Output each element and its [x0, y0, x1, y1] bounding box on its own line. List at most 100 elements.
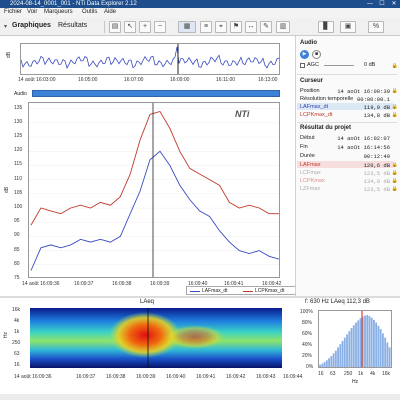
cursor-lcpk-label: LCPKmax_dt	[300, 112, 333, 118]
spectrogram-ytick: 16	[14, 362, 20, 368]
grid-icon[interactable]: ▥	[276, 21, 290, 33]
lock-icon[interactable]: 🔒	[391, 162, 398, 168]
spectrum-bar	[325, 360, 328, 367]
spectrum-bar	[346, 334, 348, 367]
spectrogram-ytick: 63	[14, 351, 20, 357]
toolbar: ▾ Graphiques Résultats ▤ ↖ + − ▦ ≡ ⌖ ⚑ ↔…	[0, 18, 400, 36]
result-row-highlight	[297, 161, 393, 168]
play-icon[interactable]: ▶	[300, 50, 309, 59]
tab-graphiques[interactable]: Graphiques	[12, 22, 51, 29]
menu-fichier[interactable]: Fichier	[4, 9, 23, 15]
zoom-in-icon[interactable]: +	[139, 21, 151, 33]
spectrum-bar	[384, 337, 387, 367]
menu-aide[interactable]: Aide	[104, 9, 117, 15]
spectrum-ytick: 20%	[302, 353, 313, 359]
spectrum-bar	[359, 318, 362, 367]
flag-icon[interactable]: ⚑	[230, 21, 242, 33]
spectrogram-ytick: 16k	[12, 307, 21, 313]
lock-icon[interactable]: 🔒	[391, 104, 398, 110]
overview-chart[interactable]	[20, 43, 280, 75]
gain-slider[interactable]	[324, 65, 354, 66]
spectrogram-xtick: 16:09:38	[106, 374, 126, 380]
result-end-value: 14 août 16:14:56	[337, 144, 390, 151]
spectrum-bar	[350, 327, 353, 367]
cursor-lcpk-value: 134,8 dB	[363, 112, 390, 119]
lcpkmax-series-line	[30, 110, 279, 226]
close-button[interactable]: ✕	[391, 1, 397, 7]
menu-caret-icon[interactable]: ▾	[4, 24, 8, 30]
marker-icon[interactable]: ⌖	[215, 21, 227, 33]
panel-splitter[interactable]	[0, 296, 400, 298]
panel-view-icon[interactable]: ▣	[340, 21, 356, 33]
spectrogram-xtick: 16:09:39	[136, 374, 156, 380]
result-lafmax-value: 120,6 dB	[363, 162, 390, 169]
overview-xtick: 16:13:00	[258, 77, 278, 83]
minimize-button[interactable]: —	[367, 1, 373, 7]
spectrum-bar	[341, 340, 344, 367]
lock-icon[interactable]: 🔒	[391, 178, 398, 184]
status-bar	[0, 394, 400, 400]
spectrogram-ylabel: Hz	[3, 331, 10, 339]
cursor-resolution-value: 00:00:00.1	[356, 96, 390, 103]
spectrum-title: f: 630 Hz LAeq 112,3 dB	[305, 299, 370, 305]
spectrum-bar	[348, 331, 351, 367]
spectrum-bar	[332, 353, 335, 367]
menu-marqueurs[interactable]: Marqueurs	[44, 9, 73, 15]
spectrum-xtick: 250	[344, 371, 353, 377]
spectrum-xtick: 16k	[382, 371, 391, 377]
main-ytick: 105	[14, 189, 23, 196]
cursor-icon[interactable]: ↖	[124, 21, 136, 33]
spectrum-view-icon[interactable]: ▊	[318, 21, 334, 33]
stop-icon[interactable]: ■	[312, 50, 321, 59]
spectrum-chart[interactable]	[318, 310, 392, 368]
spectrum-bar	[321, 363, 324, 367]
audio-track[interactable]	[32, 90, 280, 97]
result-lcpkmax-label: LCPKmax	[300, 178, 325, 184]
spectrogram-xtick: 16:09:41	[196, 374, 216, 380]
main-ytick: 100	[14, 204, 23, 211]
spectrogram-heatmap[interactable]	[30, 308, 282, 368]
spectrum-bar	[339, 344, 342, 367]
right-panel: Audio ▶ ■ AGC 0 dB 🔒 Curseur Position 14…	[295, 36, 400, 296]
spectrum-bar	[381, 333, 384, 367]
menu-voir[interactable]: Voir	[27, 9, 38, 15]
lock-icon[interactable]: 🔒	[391, 88, 398, 94]
main-ytick: 130	[14, 118, 23, 125]
measure-icon[interactable]: ↔	[245, 21, 257, 33]
percent-icon[interactable]: %	[368, 21, 384, 33]
spectrogram-ytick: 250	[12, 340, 21, 346]
cursor-row-highlight	[297, 103, 393, 110]
cursor-position-value: 14 août 16:09:39	[337, 88, 390, 95]
main-ytick: 85	[14, 246, 20, 253]
spectrum-xtick: 1k	[358, 371, 364, 377]
spectrogram-xtick: 16:09:44	[283, 374, 303, 380]
overview-xtick: 16:09:00	[170, 77, 190, 83]
chart-view-icon[interactable]: ▦	[178, 21, 196, 33]
tab-resultats[interactable]: Résultats	[58, 22, 88, 29]
spectrum-bar	[355, 322, 357, 367]
lock-icon[interactable]: 🔒	[391, 186, 398, 192]
zoom-out-icon[interactable]: −	[154, 21, 166, 33]
open-file-icon[interactable]: ▤	[109, 21, 121, 33]
main-ytick: 115	[14, 161, 22, 168]
maximize-button[interactable]: ☐	[379, 1, 385, 7]
spectrum-bar	[352, 325, 355, 367]
results-section-title: Résultat du projet	[300, 125, 352, 131]
spectrum-ytick: 80%	[302, 320, 313, 326]
edit-icon[interactable]: ✎	[260, 21, 272, 33]
menu-outils[interactable]: Outils	[82, 9, 98, 15]
lock-icon[interactable]: 🔒	[391, 170, 398, 176]
lock-icon[interactable]: 🔒	[391, 112, 398, 118]
layers-icon[interactable]: ≡	[200, 21, 212, 33]
spectrum-bar	[343, 337, 346, 367]
lock-icon[interactable]: 🔒	[391, 63, 398, 69]
spectrogram-hotspot	[109, 312, 181, 358]
main-chart[interactable]: NTi	[28, 102, 280, 278]
agc-checkbox[interactable]	[300, 63, 305, 68]
main-xtick: 14 août 16:09:36	[22, 281, 60, 287]
main-ytick: 120	[14, 147, 23, 154]
overview-ylabel: dB	[6, 51, 13, 59]
main-ytick: 75	[14, 275, 20, 281]
spectrum-bar	[388, 347, 391, 367]
spectrum-bar	[377, 325, 380, 367]
